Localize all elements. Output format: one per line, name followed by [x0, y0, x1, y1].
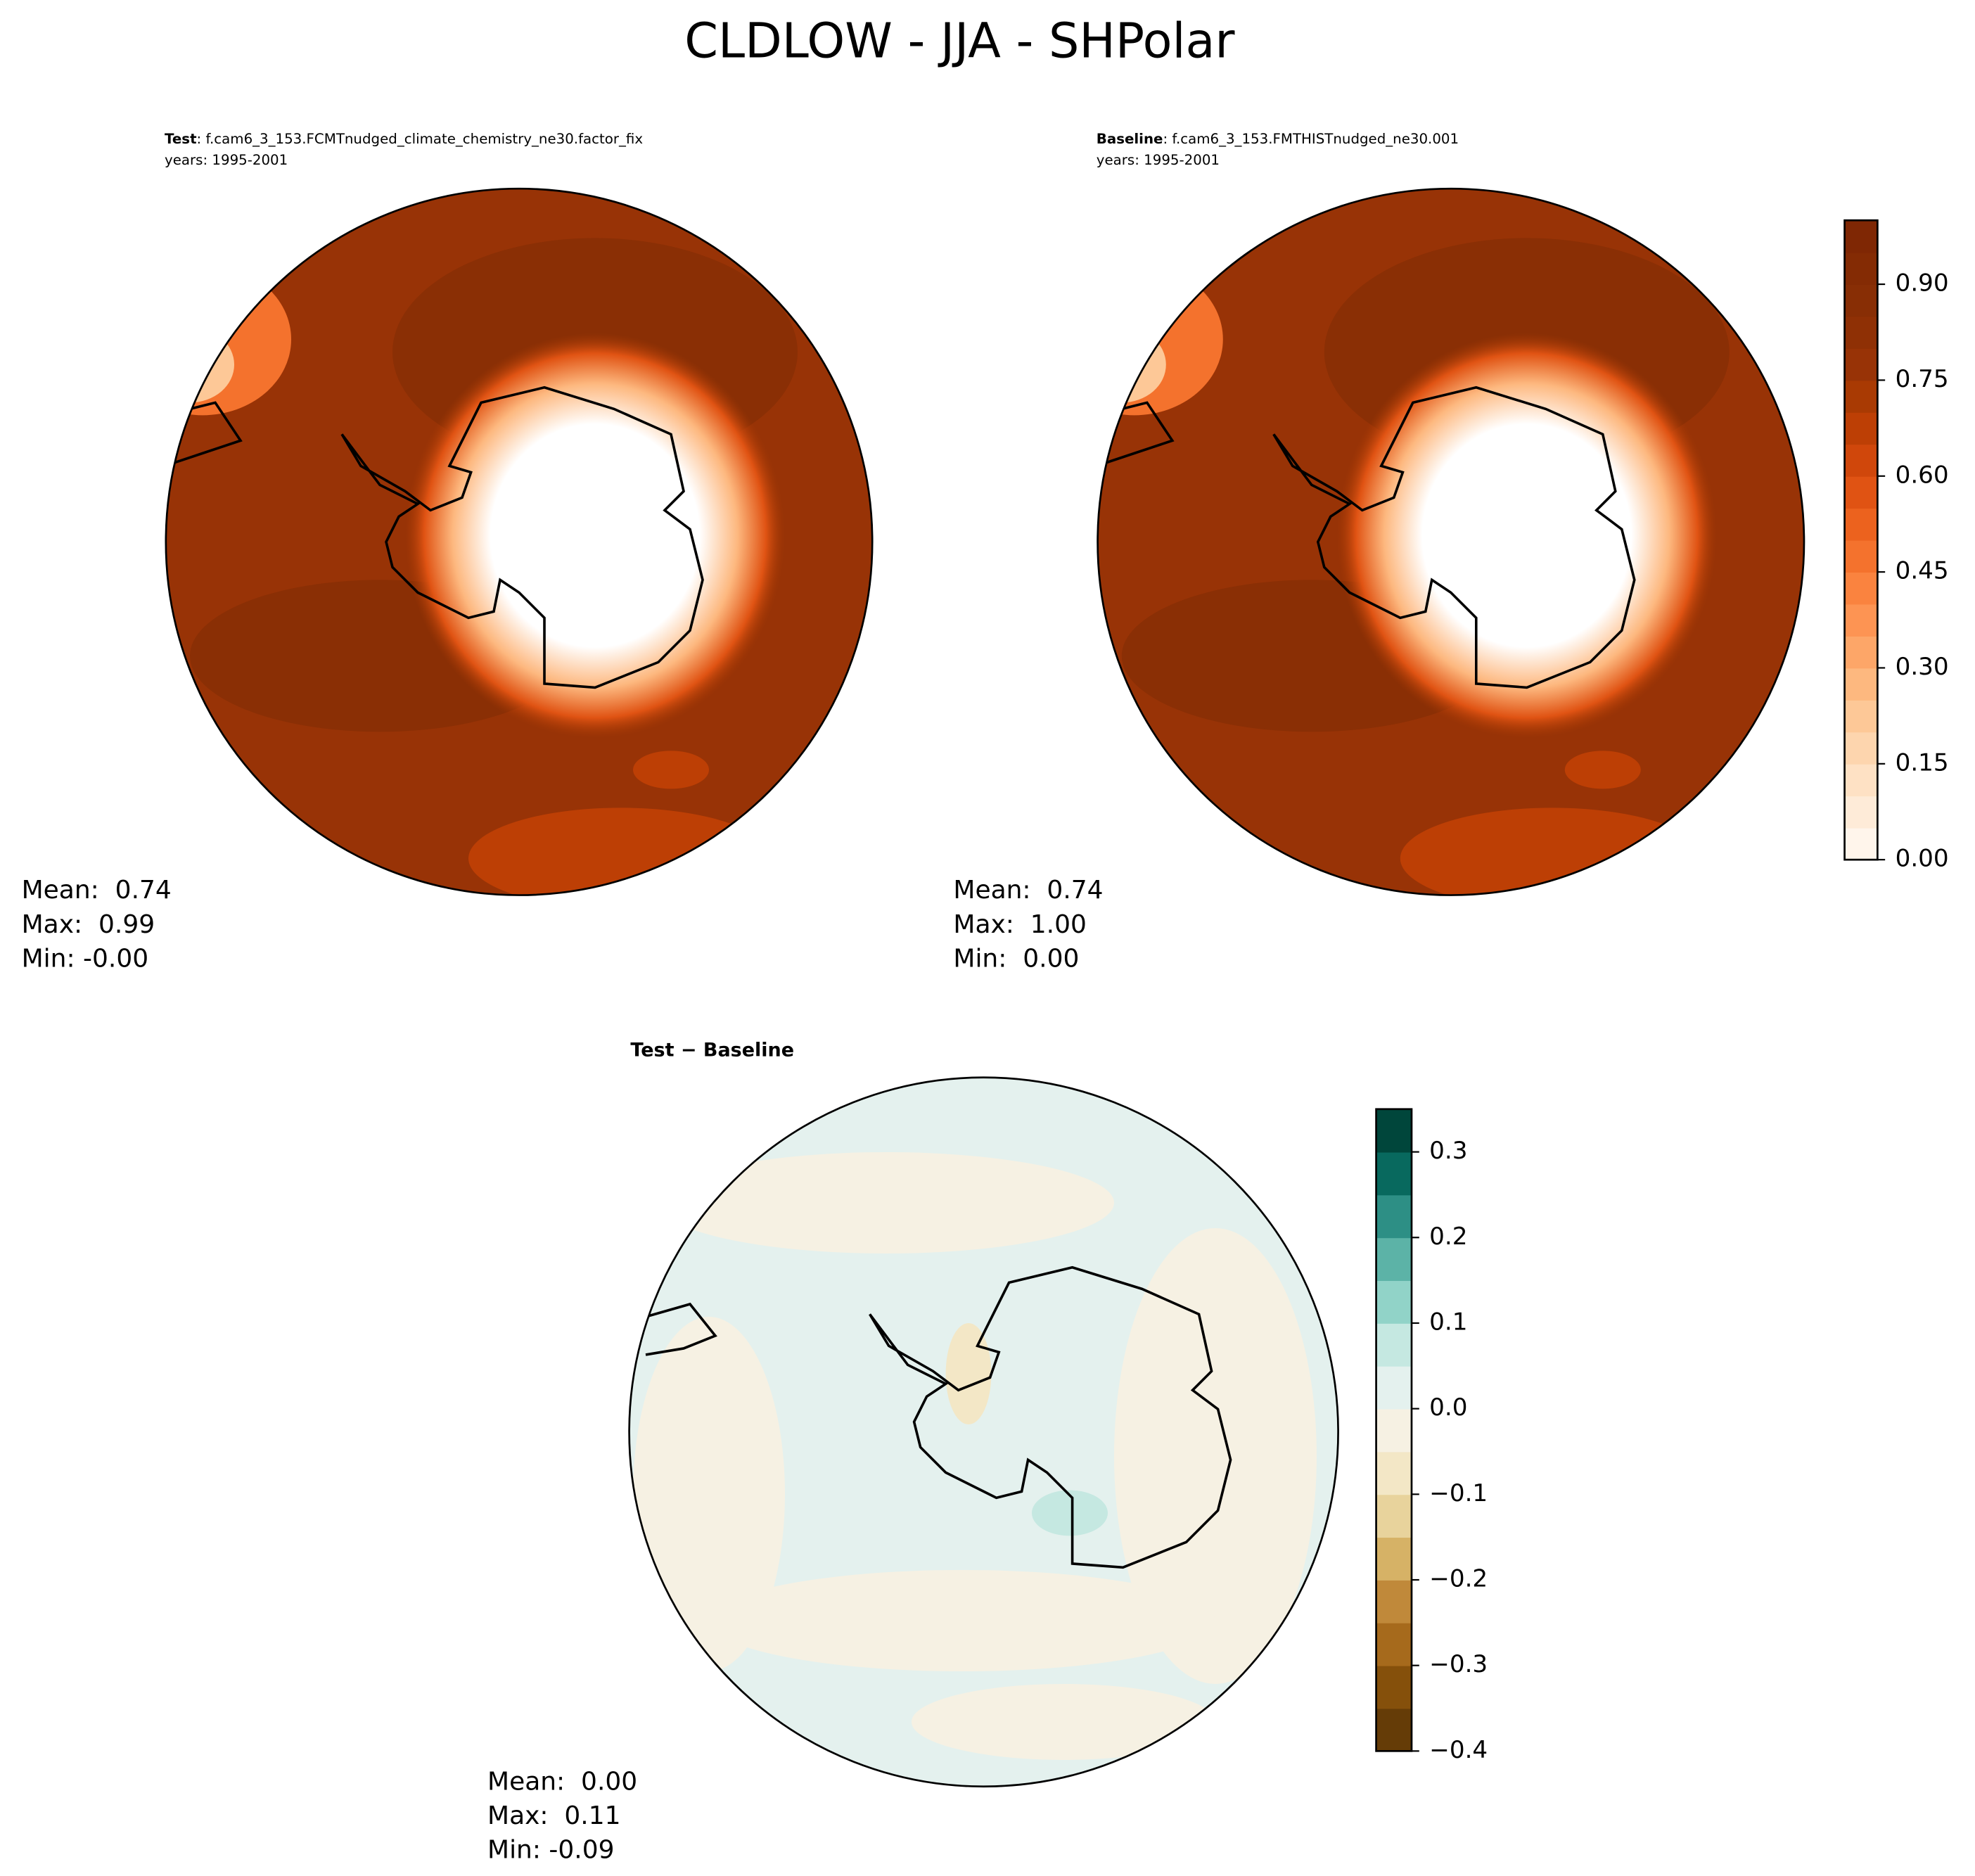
colorbar-segment — [1376, 1579, 1412, 1623]
stat: Max: 0.99 — [22, 910, 155, 939]
colorbar-segment — [1376, 1194, 1412, 1239]
colorbar-tick-label: −0.3 — [1429, 1650, 1488, 1678]
colorbar-tick-label: −0.1 — [1429, 1479, 1488, 1507]
colorbar-segment — [1376, 1408, 1412, 1453]
colorbar-segment — [1376, 1109, 1412, 1153]
stat: Min: 0.00 — [953, 944, 1079, 973]
map — [1046, 181, 1812, 909]
colorbar-tick-label: 0.15 — [1896, 748, 1949, 777]
colorbar-segment — [1844, 508, 1878, 541]
panel-title-rest: : f.cam6_3_153.FCMTnudged_climate_chemis… — [197, 130, 644, 146]
colorbar-tick-label: −0.2 — [1429, 1564, 1488, 1593]
panel-years: years: 1995-2001 — [1097, 152, 1220, 168]
colorbar-tick-label: 0.00 — [1896, 845, 1949, 873]
colorbar-segment — [1376, 1365, 1412, 1410]
colorbar-tick-label: 0.30 — [1896, 653, 1949, 681]
colorbar-segment — [1376, 1322, 1412, 1367]
panel-title: Test: f.cam6_3_153.FCMTnudged_climate_ch… — [165, 130, 643, 146]
panel-title-bold: Baseline — [1097, 130, 1163, 146]
map — [114, 181, 880, 909]
colorbar-tick-label: 0.1 — [1429, 1308, 1467, 1336]
colorbar-segment — [1376, 1451, 1412, 1495]
colorbar-segment — [1844, 476, 1878, 509]
stat: Mean: 0.00 — [487, 1767, 637, 1796]
colorbar-tick-label: 0.75 — [1896, 365, 1949, 393]
colorbar-segment — [1844, 220, 1878, 253]
colorbar-segment — [1844, 411, 1878, 445]
colorbar-tick-label: 0.60 — [1896, 461, 1949, 489]
panel-title: Test − Baseline — [630, 1039, 794, 1061]
colorbar-segment — [1844, 252, 1878, 285]
colorbar-segment — [1376, 1622, 1412, 1666]
colorbar-segment — [1844, 763, 1878, 797]
panel-title-bold: Test — [165, 130, 197, 146]
colorbar-frame — [1843, 219, 1879, 861]
colorbar-tick-label: 0.2 — [1429, 1223, 1467, 1251]
colorbar-segment — [1844, 604, 1878, 637]
stat: Mean: 0.74 — [22, 876, 172, 905]
colorbar-segment — [1376, 1537, 1412, 1581]
panel-title-rest: : f.cam6_3_153.FMTHISTnudged_ne30.001 — [1163, 130, 1459, 146]
colorbar-segment — [1376, 1665, 1412, 1709]
colorbar-segment — [1844, 732, 1878, 765]
colorbar-tick-label: −0.4 — [1429, 1736, 1488, 1764]
stat: Max: 0.11 — [487, 1801, 621, 1830]
colorbar-segment — [1844, 540, 1878, 573]
stat: Min: -0.00 — [22, 944, 149, 973]
colorbar-segment — [1376, 1237, 1412, 1282]
colorbar-segment — [1844, 827, 1878, 861]
colorbar-segment — [1844, 796, 1878, 829]
colorbar-segment — [1376, 1151, 1412, 1196]
stat: Max: 1.00 — [953, 910, 1087, 939]
map-frame — [628, 1076, 1339, 1788]
colorbar-tick-label: 0.3 — [1429, 1137, 1467, 1165]
colorbar-segment — [1844, 284, 1878, 317]
stat: Mean: 0.74 — [953, 876, 1103, 905]
colorbar-segment — [1844, 636, 1878, 669]
colorbar-segment — [1844, 316, 1878, 349]
map — [629, 1077, 1338, 1787]
map-frame — [165, 187, 874, 896]
figure-title: CLDLOW - JJA - SHPolar — [684, 14, 1235, 70]
panel-years: years: 1995-2001 — [165, 152, 288, 168]
colorbar-segment — [1844, 347, 1878, 381]
colorbar-segment — [1844, 572, 1878, 605]
colorbar-segment — [1844, 380, 1878, 413]
colorbar-segment — [1376, 1494, 1412, 1538]
colorbar-tick-label: 0.90 — [1896, 269, 1949, 298]
map-frame — [1097, 187, 1805, 896]
colorbar-segment — [1844, 444, 1878, 477]
colorbars: 0.00 0.15 0.30 0.45 0.60 0.75 0.90 −0.4 −0.3 −0.2… — [1375, 219, 1949, 1764]
stat: Min: -0.09 — [487, 1836, 615, 1865]
colorbar-tick-label: 0.45 — [1896, 557, 1949, 585]
colorbar-frame — [1375, 1108, 1413, 1752]
colorbar-segment — [1844, 699, 1878, 733]
colorbar-segment — [1844, 668, 1878, 701]
panel-title: Baseline: f.cam6_3_153.FMTHISTnudged_ne3… — [1097, 130, 1459, 146]
colorbar-segment — [1376, 1280, 1412, 1324]
colorbar-tick-label: 0.0 — [1429, 1393, 1467, 1422]
colorbar-segment — [1376, 1708, 1412, 1752]
